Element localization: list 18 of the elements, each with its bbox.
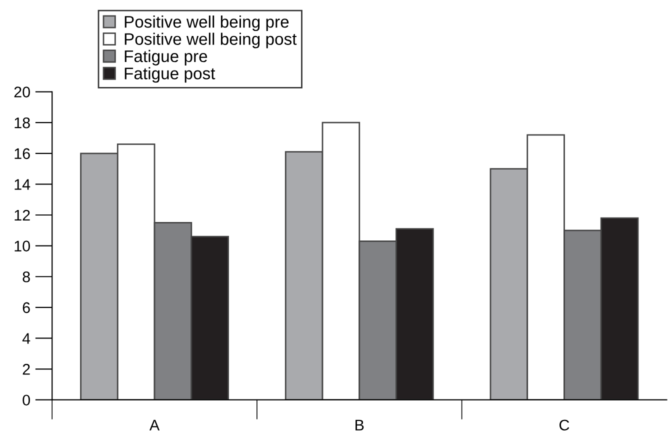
legend-label: Positive well being pre	[124, 16, 289, 32]
y-tick-label: 2	[22, 364, 30, 375]
y-tick-label: 0	[22, 394, 30, 406]
legend-label: Fatigue post	[124, 67, 216, 83]
y-tick-label: 18	[14, 117, 30, 128]
legend-label: Fatigue pre	[124, 50, 208, 66]
y-tick-label: 4	[22, 333, 30, 344]
y-tick-label: 16	[14, 148, 30, 160]
y-tick-label: 8	[22, 271, 30, 282]
y-tick-label: 12	[14, 210, 30, 221]
x-tick-label: B	[356, 420, 364, 430]
x-tick-label: C	[559, 420, 570, 431]
x-tick-label: A	[149, 420, 160, 430]
y-tick-label: 6	[22, 302, 30, 314]
y-tick-label: 14	[14, 179, 30, 190]
y-tick-label: 10	[14, 240, 30, 252]
legend-label: Positive well being post	[124, 32, 297, 48]
y-tick-label: 20	[14, 86, 30, 98]
